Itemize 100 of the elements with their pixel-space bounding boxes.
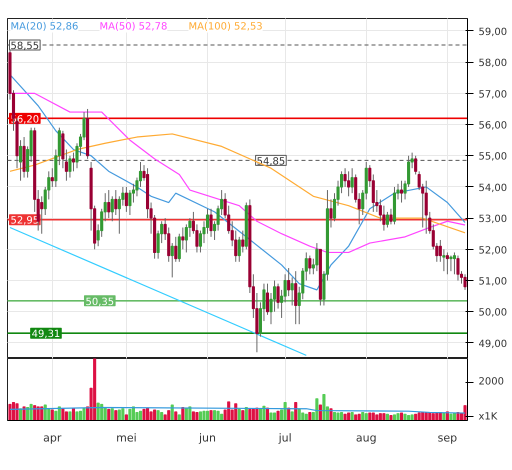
ref-line-label: 58,55: [10, 41, 40, 52]
y-tick-label: 50,00: [478, 308, 508, 319]
bar: [104, 406, 107, 420]
bar: [8, 404, 12, 420]
candlestick: [449, 255, 452, 272]
bar: [358, 414, 361, 420]
bar: [170, 404, 174, 420]
bar: [153, 409, 156, 420]
y-tick-label: 51,00: [478, 276, 508, 288]
bar: [138, 410, 142, 420]
bar: [364, 413, 368, 420]
candlestick: [72, 152, 76, 172]
bar: [386, 414, 389, 420]
bar: [400, 412, 404, 420]
bar: [44, 404, 47, 420]
text: MA(20) 52,86: [10, 22, 78, 32]
bar: [301, 412, 304, 420]
candlestick: [308, 255, 312, 275]
bar: [160, 412, 164, 420]
bar: [68, 411, 72, 420]
bar: [93, 358, 96, 420]
text: MA(50) 52,78: [100, 22, 168, 32]
bar: [54, 410, 58, 420]
bar: [114, 410, 118, 420]
x-tick-label: apr: [43, 432, 62, 444]
bar: [272, 412, 276, 420]
line-series: [9, 92, 466, 254]
ref-line-label: 54,85: [256, 156, 286, 168]
candlestick: [114, 190, 118, 216]
bar: [64, 411, 68, 420]
bar: [269, 412, 273, 420]
bar: [368, 412, 372, 420]
text: x1K: [478, 411, 498, 422]
candlestick: [241, 230, 244, 253]
bar: [167, 410, 170, 420]
candlestick: [329, 198, 333, 228]
bar: [382, 413, 386, 420]
candlestick: [40, 196, 44, 234]
bar: [392, 414, 396, 420]
bar: [198, 411, 202, 420]
bar: [350, 412, 354, 420]
y-tick-label: 59,00: [478, 26, 508, 38]
candlestick: [50, 168, 54, 188]
bar: [216, 410, 220, 420]
candlestick: [181, 226, 184, 250]
y-tick-label: 54,00: [478, 182, 508, 194]
y-tick-label: 55,00: [478, 152, 508, 163]
bar: [404, 414, 407, 420]
bar: [124, 414, 128, 420]
candlestick: [456, 255, 460, 282]
candlestick: [389, 208, 393, 225]
bar: [164, 414, 167, 420]
bar: [78, 410, 82, 420]
y-tick-label: 49,00: [478, 338, 508, 350]
candlestick: [107, 190, 110, 219]
x-tick-label: jun: [198, 432, 216, 444]
bar: [449, 414, 452, 420]
bar: [241, 410, 244, 420]
bar: [96, 402, 100, 420]
bar: [418, 412, 421, 420]
bar: [315, 398, 318, 420]
bar: [298, 408, 301, 420]
bar: [347, 412, 350, 420]
bar: [336, 412, 340, 420]
bar: [276, 410, 280, 420]
bar: [432, 413, 435, 420]
bar: [308, 412, 312, 420]
y-tick-label: 57,00: [478, 89, 508, 100]
candlestick: [290, 276, 294, 306]
bar: [192, 411, 195, 420]
line-series: [9, 133, 466, 234]
candlestick: [294, 270, 298, 325]
x-tick-label: aug: [356, 432, 377, 444]
candlestick: [347, 170, 350, 197]
bar: [202, 410, 206, 420]
bar: [234, 403, 238, 420]
y-tick-label: 58,00: [478, 58, 508, 70]
bar: [209, 410, 213, 420]
bar: [248, 408, 252, 420]
bar: [322, 394, 326, 420]
bar: [220, 414, 224, 420]
bar: [361, 412, 364, 420]
candlestick: [446, 252, 449, 275]
bar: [118, 409, 121, 420]
bar: [421, 412, 424, 420]
bar: [75, 411, 79, 420]
bar: [407, 415, 410, 420]
text: MA(100) 52,53: [188, 22, 263, 32]
bar: [50, 409, 54, 420]
bar: [294, 402, 298, 420]
bar: [252, 408, 255, 420]
candlestick: [315, 242, 318, 272]
bar: [128, 408, 132, 420]
candlestick: [386, 211, 389, 228]
bar: [156, 410, 160, 420]
bar: [47, 408, 50, 420]
bar: [389, 415, 393, 420]
ref-line-label: 49,31: [32, 329, 60, 340]
candlestick: [124, 186, 128, 212]
bar: [428, 412, 432, 420]
